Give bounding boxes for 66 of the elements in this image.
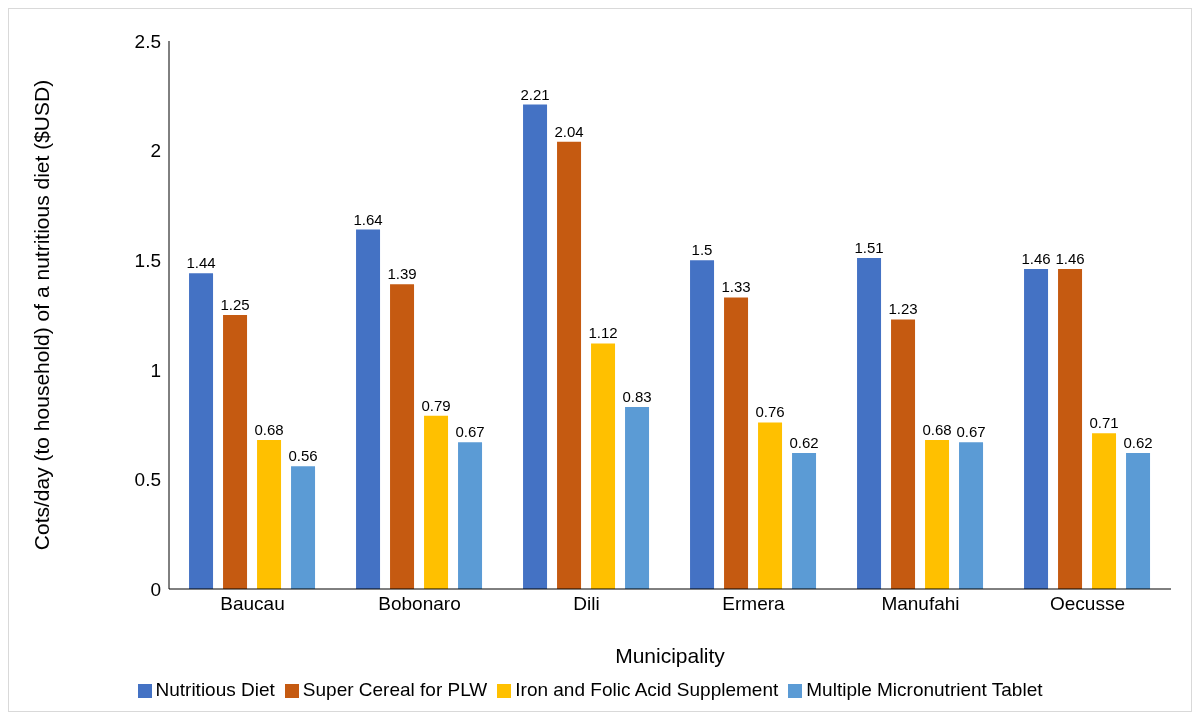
data-label: 2.21 — [520, 85, 550, 103]
data-label: 0.62 — [1123, 434, 1153, 452]
bar — [189, 273, 214, 589]
data-label: 1.39 — [387, 265, 417, 283]
x-tick-label: Manufahi — [881, 593, 960, 615]
y-tick-label: 1 — [150, 359, 161, 381]
data-label: 1.25 — [220, 296, 250, 313]
data-label: 0.62 — [789, 434, 819, 452]
legend-label: Iron and Folic Acid Supplement — [515, 679, 779, 700]
bar — [792, 453, 817, 589]
x-tick-label: Bobonaro — [378, 593, 461, 615]
bar — [1024, 268, 1049, 589]
legend-label: Super Cereal for PLW — [302, 679, 488, 700]
bar — [356, 229, 381, 589]
bar — [690, 260, 715, 589]
data-label: 0.67 — [956, 423, 986, 441]
bar — [925, 439, 950, 589]
data-label: 1.64 — [353, 210, 383, 228]
bar — [857, 258, 882, 589]
legend-label: Multiple Micronutrient Tablet — [806, 679, 1043, 700]
bar — [390, 284, 415, 589]
data-label: 0.71 — [1089, 414, 1119, 432]
bar — [523, 104, 548, 589]
x-tick-label: Ermera — [722, 593, 786, 615]
bar — [891, 319, 916, 589]
bar — [291, 466, 316, 589]
bar — [458, 442, 483, 589]
data-label: 0.56 — [288, 447, 318, 465]
bar — [591, 343, 616, 589]
x-tick-label: Dili — [573, 593, 600, 615]
legend-label: Nutritious Diet — [155, 679, 275, 700]
bar — [1058, 268, 1083, 589]
data-label: 1.51 — [854, 239, 884, 257]
data-label: 1.5 — [691, 241, 713, 259]
data-label: 1.12 — [588, 324, 618, 342]
data-label: 0.68 — [254, 420, 284, 438]
data-label: 0.76 — [755, 403, 785, 421]
data-label: 0.83 — [622, 388, 652, 406]
data-label: 0.67 — [455, 423, 485, 441]
data-label: 1.46 — [1021, 249, 1051, 267]
bar — [223, 315, 248, 589]
bar — [257, 439, 282, 589]
data-label: 1.23 — [888, 300, 918, 318]
bar — [424, 415, 449, 589]
bar — [557, 141, 582, 589]
bar — [625, 407, 650, 589]
y-tick-label: 1.5 — [134, 249, 161, 271]
bar — [724, 297, 749, 589]
x-tick-label: Baucau — [220, 593, 285, 615]
y-tick-label: 2 — [150, 140, 161, 162]
bar — [959, 442, 984, 589]
data-label: 0.79 — [421, 396, 451, 414]
data-label: 0.68 — [922, 420, 952, 438]
data-label: 1.33 — [721, 278, 751, 296]
data-label: 2.04 — [554, 122, 584, 140]
y-tick-label: 0 — [150, 578, 161, 600]
y-tick-label: 2.5 — [134, 30, 161, 52]
data-label: 1.46 — [1055, 249, 1085, 267]
bar — [1126, 453, 1151, 589]
y-axis-title: Cots/day (to household) of a nutritious diet ($USD) — [30, 79, 53, 551]
x-tick-label: Oecusse — [1050, 593, 1125, 615]
bar — [1092, 433, 1117, 589]
x-axis-title: Municipality — [615, 644, 726, 667]
y-tick-label: 0.5 — [134, 469, 161, 491]
bar — [758, 422, 783, 589]
data-label: 1.44 — [186, 254, 216, 272]
